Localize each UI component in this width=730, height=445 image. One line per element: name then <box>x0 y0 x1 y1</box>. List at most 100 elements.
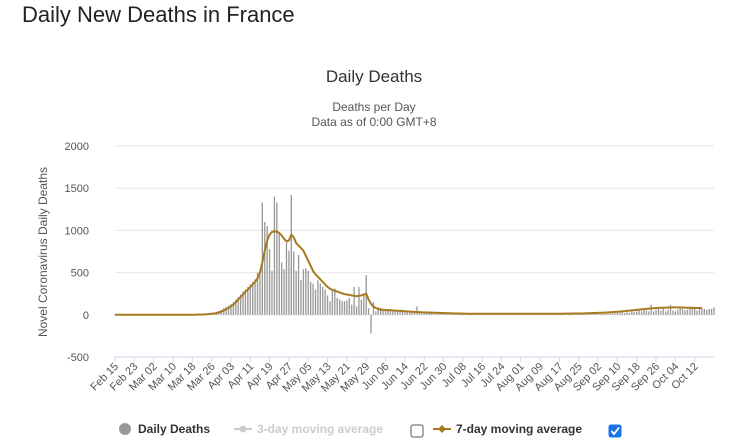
daily-deaths-bar <box>597 313 599 315</box>
daily-deaths-bar <box>273 196 276 315</box>
daily-deaths-bar <box>254 279 256 315</box>
daily-deaths-bar <box>331 291 334 315</box>
daily-deaths-bar <box>326 295 329 315</box>
daily-deaths-bar <box>355 306 358 315</box>
grid-layer <box>115 145 714 358</box>
daily-deaths-bar <box>418 313 420 315</box>
daily-deaths-bar <box>317 280 319 315</box>
chart-subtitle-line-1: Deaths per Day <box>332 100 415 114</box>
daily-deaths-bar <box>636 311 638 315</box>
daily-deaths-bar <box>295 270 297 315</box>
daily-deaths-bar <box>652 311 655 315</box>
y-tick-label: 2000 <box>65 141 89 153</box>
daily-deaths-bar <box>648 311 650 315</box>
daily-deaths-bar <box>276 202 278 315</box>
daily-deaths-bar <box>594 313 597 315</box>
daily-deaths-bar <box>640 311 643 315</box>
legend-checkbox-7-day[interactable] <box>608 424 622 438</box>
y-tick-label: 1000 <box>65 225 89 237</box>
y-tick-label: 500 <box>71 268 89 280</box>
daily-deaths-bar <box>409 312 411 315</box>
daily-deaths-bar <box>592 313 594 315</box>
daily-deaths-bar <box>334 288 336 315</box>
daily-deaths-bar <box>283 269 285 315</box>
daily-deaths-bar <box>230 303 232 315</box>
daily-deaths-bar <box>655 309 657 315</box>
daily-deaths-bar <box>384 309 387 315</box>
daily-deaths-bar <box>616 312 619 315</box>
daily-deaths-bar <box>672 310 674 315</box>
page-title: Daily New Deaths in France <box>22 2 295 27</box>
legend-item-7-day-moving-average[interactable]: 7-day moving average <box>433 422 582 436</box>
daily-deaths-bar <box>249 284 251 315</box>
daily-deaths-bar <box>447 313 449 315</box>
daily-deaths-bar <box>290 194 292 315</box>
daily-deaths-bar <box>435 313 437 315</box>
chart-subtitle-line-2: Data as of 0:00 GMT+8 <box>311 115 436 129</box>
daily-deaths-bar <box>582 313 585 315</box>
daily-deaths-bar <box>348 297 350 315</box>
daily-deaths-bar <box>442 313 445 315</box>
daily-deaths-bar <box>604 313 606 315</box>
daily-deaths-bar <box>713 307 715 315</box>
daily-deaths-bar <box>696 310 698 315</box>
daily-deaths-bar <box>244 289 247 315</box>
daily-deaths-bar <box>353 286 355 315</box>
daily-deaths-bar <box>665 311 667 315</box>
daily-deaths-bar <box>631 309 633 315</box>
daily-deaths-bar <box>662 308 664 315</box>
legend-marker-dot-icon <box>239 425 247 433</box>
daily-deaths-bar <box>413 312 416 315</box>
legend-item-3-day-moving-average[interactable]: 3-day moving average <box>234 422 383 436</box>
daily-deaths-bar <box>341 301 343 315</box>
daily-deaths-bar <box>657 308 660 315</box>
legend-marker-circle-icon <box>119 423 131 435</box>
legend-item-daily-deaths[interactable]: Daily Deaths <box>119 422 210 436</box>
y-tick-label: 1500 <box>65 183 89 195</box>
daily-deaths-bar <box>421 312 423 315</box>
daily-deaths-bar <box>387 310 389 315</box>
daily-deaths-bar <box>404 311 406 315</box>
daily-deaths-bar <box>643 309 645 315</box>
y-tick-label: -500 <box>67 352 89 364</box>
daily-deaths-bar <box>392 309 394 315</box>
daily-deaths-bar <box>305 268 307 315</box>
y-tick-label: 0 <box>83 310 89 322</box>
daily-deaths-bar <box>708 308 710 315</box>
daily-deaths-bar <box>346 300 348 315</box>
daily-deaths-bar <box>314 289 317 315</box>
daily-deaths-bar <box>293 251 295 315</box>
daily-deaths-bar <box>239 294 242 315</box>
seven-day-average-line <box>115 230 702 316</box>
daily-deaths-bar <box>242 291 244 315</box>
y-axis-label: Novel Coronavirus Daily Deaths <box>36 167 50 337</box>
daily-deaths-bar <box>638 310 640 315</box>
daily-deaths-bar <box>382 308 384 315</box>
daily-deaths-bar <box>375 311 377 315</box>
daily-deaths-bar <box>590 313 592 315</box>
daily-deaths-bar <box>343 301 346 315</box>
checkbox-checked-icon <box>608 424 622 438</box>
daily-deaths-bar <box>450 313 452 315</box>
daily-deaths-bar <box>259 275 261 315</box>
daily-deaths-bar <box>309 281 312 315</box>
daily-deaths-bar <box>614 313 616 315</box>
legend-label-3-day-moving-average: 3-day moving average <box>257 422 383 436</box>
daily-deaths-bar <box>307 270 309 315</box>
daily-deaths-bar <box>377 307 379 315</box>
daily-deaths-bar <box>363 294 365 315</box>
daily-deaths-bar <box>380 308 382 315</box>
daily-deaths-bar <box>247 286 249 315</box>
legend-checkbox-3-day[interactable] <box>410 424 424 438</box>
daily-deaths-bar <box>406 312 408 315</box>
daily-deaths-bar <box>252 281 254 315</box>
daily-deaths-bar <box>425 313 428 315</box>
daily-deaths-bar <box>440 313 442 315</box>
daily-deaths-bar <box>235 299 237 315</box>
daily-deaths-bar <box>445 313 447 315</box>
daily-deaths-bar <box>237 297 239 315</box>
daily-deaths-bar <box>679 308 681 315</box>
daily-deaths-bar <box>358 286 360 315</box>
